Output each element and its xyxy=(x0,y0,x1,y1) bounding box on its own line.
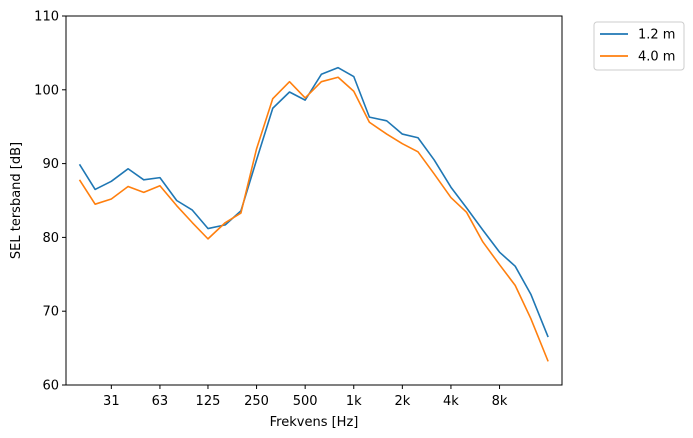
y-tick-label: 70 xyxy=(42,305,59,320)
x-tick-label: 250 xyxy=(244,394,269,409)
x-tick-label: 1k xyxy=(346,394,362,409)
y-tick-label: 100 xyxy=(34,83,59,98)
x-tick-label: 31 xyxy=(103,394,120,409)
x-tick-label: 125 xyxy=(196,394,221,409)
plot-lines xyxy=(78,66,549,362)
y-axis-label: SEL tersband [dB] xyxy=(9,142,24,259)
legend-label-2: 4.0 m xyxy=(638,50,675,65)
y-tick-label: 60 xyxy=(42,379,59,394)
x-tick-label: 63 xyxy=(152,394,169,409)
plot-frame xyxy=(65,15,563,386)
x-axis-label: Frekvens [Hz] xyxy=(270,415,359,430)
legend: 1.2 m 4.0 m xyxy=(593,21,685,71)
y-tick-label: 90 xyxy=(42,157,59,172)
x-tick-label: 4k xyxy=(443,394,459,409)
y-axis: 60 70 80 90 100 110 xyxy=(34,10,66,394)
y-tick-label: 110 xyxy=(34,10,59,25)
legend-label-1: 1.2 m xyxy=(638,28,675,43)
series-line-2 xyxy=(78,76,549,362)
x-tick-label: 2k xyxy=(394,394,410,409)
x-tick-label: 500 xyxy=(293,394,318,409)
x-axis: 31 63 125 250 500 1k 2k 4k 8k xyxy=(103,385,508,409)
x-tick-label: 8k xyxy=(492,394,508,409)
y-tick-label: 80 xyxy=(42,231,59,246)
series-line-1 xyxy=(78,66,549,338)
